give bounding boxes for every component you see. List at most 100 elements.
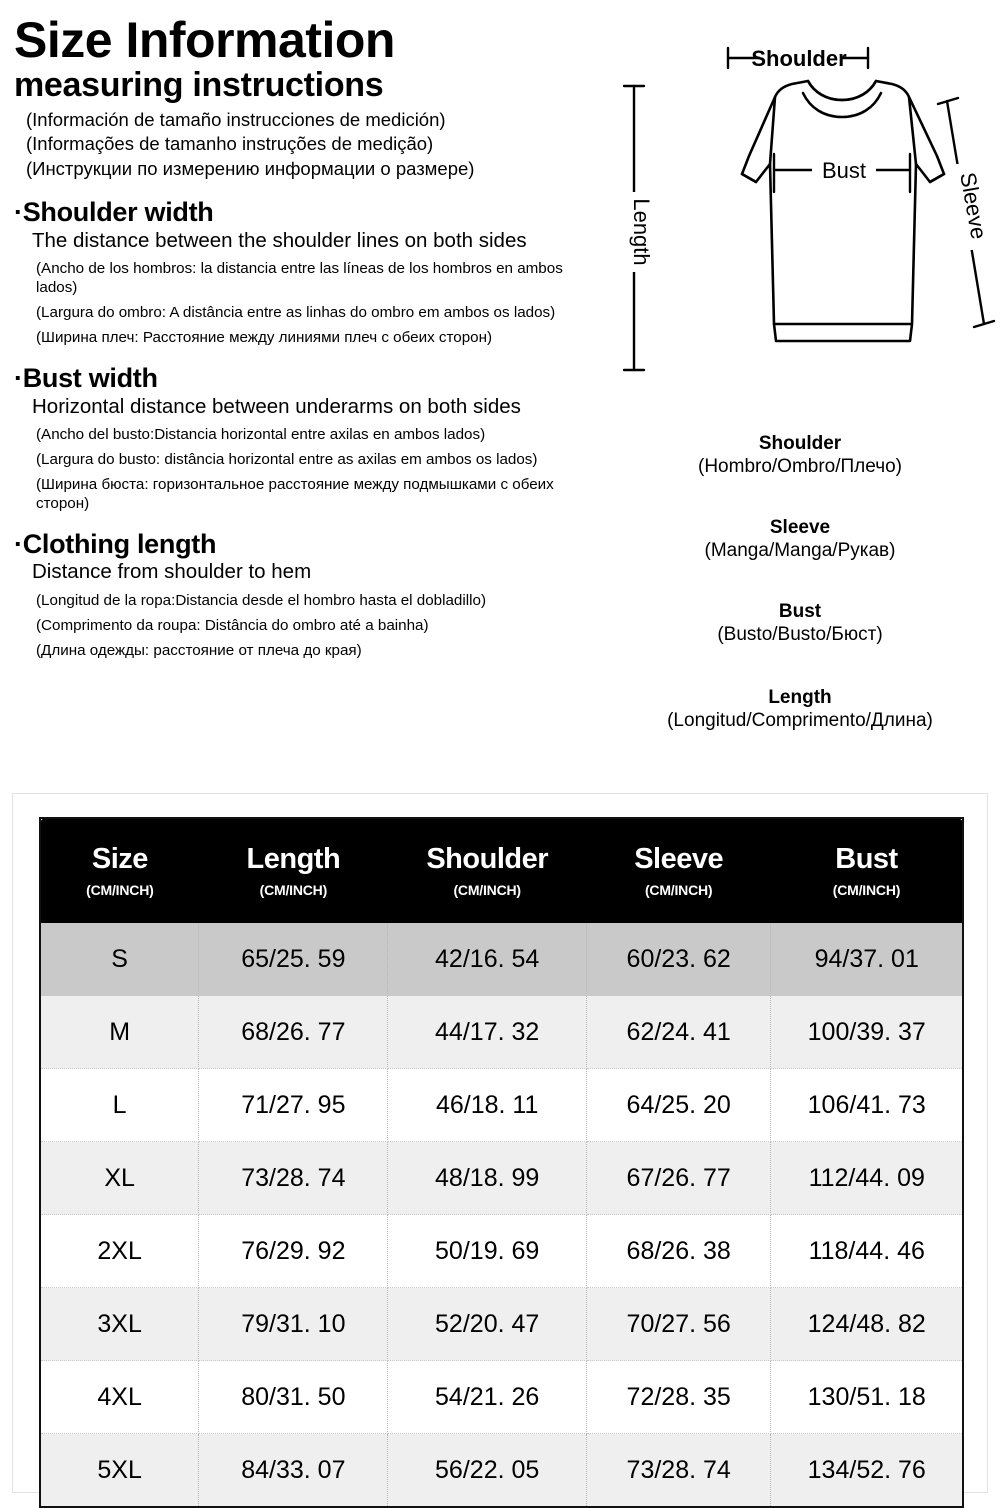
cell-sleeve: 68/26. 38 [586,1214,772,1288]
cell-size: S [40,923,200,996]
column-header-label: Sleeve [634,843,724,875]
cell-sleeve: 70/27. 56 [586,1287,772,1361]
cell-length: 68/26. 77 [198,995,389,1069]
header-translation-ru: (Инструкции по измерению информации о ра… [26,157,475,179]
cell-shoulder: 46/18. 11 [387,1068,587,1142]
cell-bust: 94/37. 01 [770,923,963,996]
sleeve-label-bg [949,164,983,250]
long-sleeve-shirt-diagram: Shoulder Bust Length Sleeve [618,42,996,372]
section-description-ru: (Длина одежды: расстояние от плеча до кр… [36,641,362,659]
column-header-unit: (CM/INCH) [644,882,713,898]
table-row: 4XL 80/31. 50 54/21. 26 72/28. 35 130/51… [40,1360,963,1434]
size-table-container: Size (CM/INCH) Length (CM/INCH) Shoulder… [12,793,988,1508]
cell-size: M [40,995,200,1069]
cell-bust: 130/51. 18 [770,1360,963,1434]
legend-item-sleeve: Sleeve (Manga/Manga/Рукав) [600,516,1000,562]
cell-size: XL [40,1141,200,1215]
column-header-unit: (CM/INCH) [453,882,521,898]
garment-diagram-section: Shoulder Bust Length Sleeve Shoulder (Ho… [600,0,1000,790]
length-dim-label: Length [629,198,654,265]
column-header-shoulder: Shoulder (CM/INCH) [387,818,587,923]
cell-bust: 112/44. 09 [770,1141,963,1215]
length-dim-ticks [622,84,646,372]
page-subtitle: measuring instructions [14,66,384,104]
cell-shoulder: 42/16. 54 [387,923,587,996]
section-description-es: (Ancho del busto:Distancia horizontal en… [36,426,486,444]
column-header-label: Shoulder [426,843,548,875]
cell-length: 84/33. 07 [198,1433,389,1507]
table-header: Size (CM/INCH) Length (CM/INCH) Shoulder… [40,818,963,923]
cell-shoulder: 52/20. 47 [387,1287,587,1361]
legend-translations: (Longitud/Comprimento/Длина) [667,710,933,732]
section-heading: ·Shoulder width [14,197,594,227]
table-header-row: Size (CM/INCH) Length (CM/INCH) Shoulder… [40,818,963,923]
table-row: S 65/25. 59 42/16. 54 60/23. 62 94/37. 0… [40,923,963,996]
table-row: XL 73/28. 74 48/18. 99 67/26. 77 112/44.… [40,1141,963,1215]
cell-size: L [40,1068,200,1142]
table-row: 3XL 79/31. 10 52/20. 47 70/27. 56 124/48… [40,1287,963,1361]
column-header-label: Bust [835,843,898,875]
right-shoulder-seam [907,95,918,166]
bullet-marker: · [14,363,23,394]
sleeve-dim-ticks [936,96,996,329]
left-cuff-seam [740,172,758,184]
size-chart-table: Size (CM/INCH) Length (CM/INCH) Shoulder… [39,817,964,1508]
cell-sleeve: 64/25. 20 [586,1068,772,1142]
legend-translations: (Manga/Manga/Рукав) [704,540,896,562]
cell-shoulder: 54/21. 26 [387,1360,587,1434]
column-header-sleeve: Sleeve (CM/INCH) [586,818,771,923]
bust-end-ticks [772,152,912,194]
column-header-size: Size (CM/INCH) [40,818,199,923]
section-bust-width: ·Bust width Horizontal distance between … [14,363,594,513]
bullet-marker: · [14,197,23,228]
legend-item-length: Length (Longitud/Comprimento/Длина) [600,686,1000,732]
cell-sleeve: 72/28. 35 [586,1360,772,1434]
cell-length: 65/25. 59 [198,923,389,996]
cell-shoulder: 48/18. 99 [387,1141,587,1215]
cell-bust: 106/41. 73 [770,1068,963,1142]
legend-term: Shoulder [758,433,842,454]
collar-outer-edge [806,79,878,102]
bullet-marker: · [14,529,23,560]
column-header-unit: (CM/INCH) [832,882,901,898]
section-description-en: The distance between the shoulder lines … [32,228,527,252]
instructions-section: Size Information measuring instructions … [14,0,1000,790]
section-description-en: Horizontal distance between underarms on… [32,394,521,418]
section-description-en: Distance from shoulder to hem [32,560,312,584]
legend-term: Bust [778,601,822,622]
section-heading: ·Clothing length [14,529,594,559]
column-header-bust: Bust (CM/INCH) [770,818,963,923]
cell-size: 2XL [40,1214,200,1288]
cell-size: 3XL [40,1287,200,1361]
section-heading-text: Bust width [22,363,158,394]
cell-length: 73/28. 74 [198,1141,389,1215]
section-heading: ·Bust width [14,363,594,393]
section-heading-text: Clothing length [22,529,217,560]
column-header-label: Size [91,843,149,875]
bust-label-bg [812,154,876,186]
section-description-pt: (Comprimento da roupa: Distância do ombr… [36,616,429,634]
legend-item-shoulder: Shoulder (Hombro/Ombro/Плечо) [600,432,1000,478]
section-description-es: (Longitud de la ropa:Distancia desde el … [36,591,487,609]
cell-shoulder: 56/22. 05 [387,1433,587,1507]
legend-term: Length [768,687,832,708]
cell-sleeve: 62/24. 41 [586,995,772,1069]
section-description-es: (Ancho de los hombros: la distancia entr… [36,260,563,297]
section-shoulder-width: ·Shoulder width The distance between the… [14,197,594,347]
cell-size: 5XL [40,1433,200,1507]
section-description-pt: (Largura do ombro: A distância entre as … [36,304,556,322]
shoulder-dim-label: Shoulder [751,46,847,71]
page-title: Size Information [14,12,395,68]
cell-length: 76/29. 92 [198,1214,389,1288]
section-clothing-length: ·Clothing length Distance from shoulder … [14,529,594,660]
cell-sleeve: 60/23. 62 [586,923,772,996]
length-label-bg [618,192,650,272]
cell-bust: 124/48. 82 [770,1287,963,1361]
cell-length: 71/27. 95 [198,1068,389,1142]
cell-shoulder: 44/17. 32 [387,995,587,1069]
legend-term: Sleeve [769,517,831,538]
cell-length: 79/31. 10 [198,1287,389,1361]
cell-shoulder: 50/19. 69 [387,1214,587,1288]
table-row: L 71/27. 95 46/18. 11 64/25. 20 106/41. … [40,1068,963,1142]
cell-bust: 118/44. 46 [770,1214,963,1288]
